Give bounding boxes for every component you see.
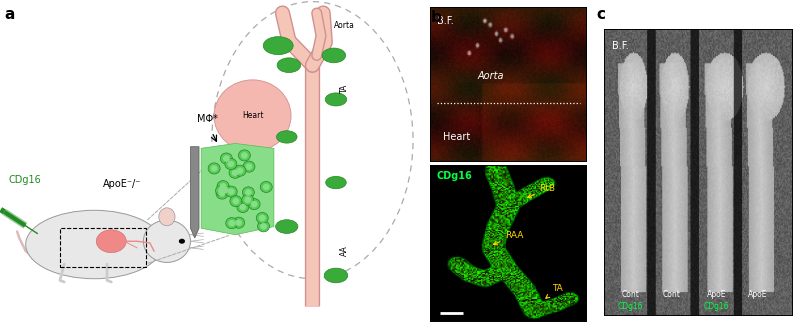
Ellipse shape xyxy=(26,210,162,279)
Ellipse shape xyxy=(232,170,238,176)
Text: ApoE: ApoE xyxy=(707,290,726,299)
Ellipse shape xyxy=(244,197,251,203)
Text: CDg16: CDg16 xyxy=(437,171,472,181)
Ellipse shape xyxy=(217,181,229,192)
Text: Aorta: Aorta xyxy=(477,71,504,81)
Ellipse shape xyxy=(96,230,126,253)
Ellipse shape xyxy=(276,220,298,233)
Text: c: c xyxy=(597,7,606,22)
Ellipse shape xyxy=(210,165,218,172)
Ellipse shape xyxy=(235,219,242,226)
Ellipse shape xyxy=(228,188,234,195)
Ellipse shape xyxy=(324,268,348,283)
Text: Cont: Cont xyxy=(662,290,681,299)
Ellipse shape xyxy=(237,168,243,174)
Ellipse shape xyxy=(241,152,248,159)
Ellipse shape xyxy=(227,161,234,167)
Ellipse shape xyxy=(226,218,238,229)
Text: MΦ*: MΦ* xyxy=(197,114,218,124)
Text: B.F.: B.F. xyxy=(437,16,454,26)
Ellipse shape xyxy=(218,187,225,194)
Ellipse shape xyxy=(218,190,226,197)
Ellipse shape xyxy=(242,194,254,205)
Ellipse shape xyxy=(245,189,252,196)
Ellipse shape xyxy=(230,196,242,207)
Ellipse shape xyxy=(248,199,260,210)
Text: Aorta: Aorta xyxy=(334,21,354,30)
Text: Cont: Cont xyxy=(622,290,639,299)
Ellipse shape xyxy=(158,208,175,226)
Ellipse shape xyxy=(220,153,232,164)
Ellipse shape xyxy=(223,155,230,162)
Ellipse shape xyxy=(222,187,229,193)
Ellipse shape xyxy=(238,150,250,161)
Ellipse shape xyxy=(259,215,266,221)
Text: RAA: RAA xyxy=(494,231,524,245)
Ellipse shape xyxy=(239,204,246,210)
Ellipse shape xyxy=(214,80,291,152)
Ellipse shape xyxy=(233,217,245,228)
Ellipse shape xyxy=(256,213,268,224)
Polygon shape xyxy=(190,147,199,238)
Ellipse shape xyxy=(258,221,270,232)
Text: b: b xyxy=(430,10,442,25)
Ellipse shape xyxy=(219,185,231,196)
Ellipse shape xyxy=(143,220,190,262)
Text: CDg16: CDg16 xyxy=(618,302,643,311)
Text: ApoE⁻/⁻: ApoE⁻/⁻ xyxy=(102,179,141,189)
Ellipse shape xyxy=(260,181,272,192)
Ellipse shape xyxy=(226,186,238,197)
Ellipse shape xyxy=(260,223,267,230)
Text: AA: AA xyxy=(340,245,350,256)
Ellipse shape xyxy=(215,185,227,196)
Ellipse shape xyxy=(277,58,301,72)
Text: CDg16: CDg16 xyxy=(704,302,730,311)
Text: TA: TA xyxy=(546,284,563,298)
Ellipse shape xyxy=(208,163,220,174)
Ellipse shape xyxy=(322,48,346,63)
Ellipse shape xyxy=(326,93,346,106)
Ellipse shape xyxy=(237,201,249,213)
Text: RtB: RtB xyxy=(528,184,555,198)
Ellipse shape xyxy=(277,131,297,143)
Ellipse shape xyxy=(220,183,226,189)
Ellipse shape xyxy=(179,239,184,243)
Text: Heart: Heart xyxy=(443,132,470,141)
Ellipse shape xyxy=(246,163,252,170)
Ellipse shape xyxy=(233,198,239,204)
Ellipse shape xyxy=(242,187,254,198)
Ellipse shape xyxy=(216,188,228,199)
Ellipse shape xyxy=(225,158,237,170)
Polygon shape xyxy=(201,143,274,235)
Text: TA: TA xyxy=(340,84,350,93)
Text: B.F.: B.F. xyxy=(611,41,628,51)
Text: CDg16: CDg16 xyxy=(9,174,42,185)
Ellipse shape xyxy=(263,184,270,190)
Ellipse shape xyxy=(228,220,235,227)
Ellipse shape xyxy=(229,167,241,178)
Ellipse shape xyxy=(243,161,255,172)
Ellipse shape xyxy=(250,201,258,207)
Ellipse shape xyxy=(234,165,246,176)
Text: a: a xyxy=(4,7,14,22)
Ellipse shape xyxy=(263,37,293,54)
Text: ApoE: ApoE xyxy=(749,290,768,299)
Text: Heart: Heart xyxy=(242,111,263,120)
Ellipse shape xyxy=(326,176,346,189)
